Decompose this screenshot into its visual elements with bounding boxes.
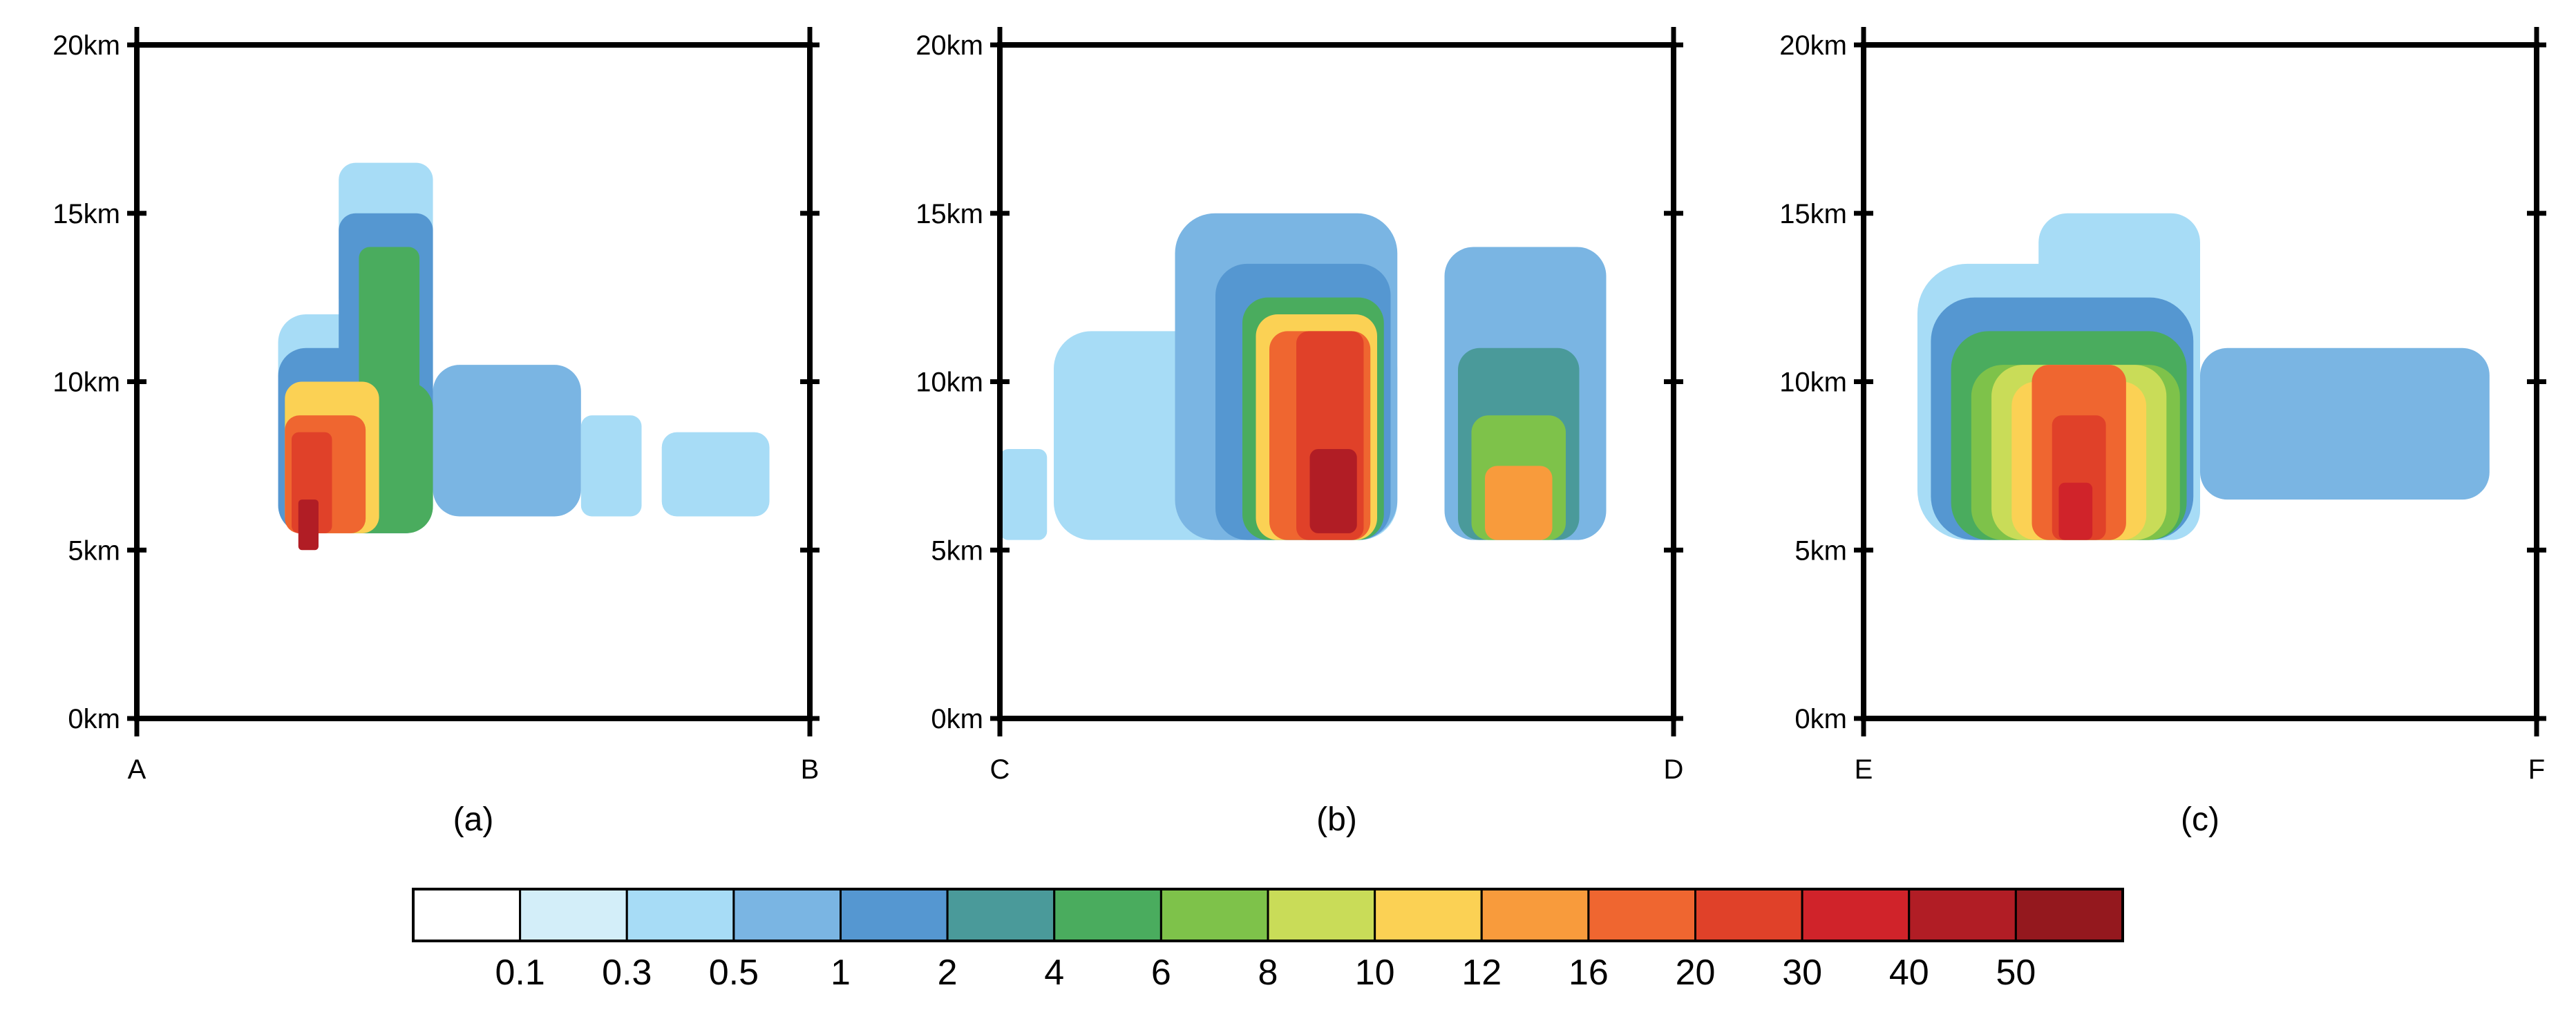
y-tick-label: 0km (1794, 704, 1847, 734)
panel-a: 0km 5km 10km 15km 20km A B (a) (53, 27, 820, 838)
x-endpoint-end: D (1664, 754, 1684, 785)
y-tick-label: 20km (916, 30, 983, 61)
colorbar-label: 20 (1676, 953, 1716, 993)
colorbar-box (1159, 888, 1269, 942)
colorbar-box (1801, 888, 1911, 942)
colorbar-box (946, 888, 1056, 942)
colorbar-box (2014, 888, 2124, 942)
colorbar-box (1053, 888, 1162, 942)
heatmap-cell (1485, 466, 1553, 540)
x-endpoint-start: C (990, 754, 1010, 785)
colorbar-box (1587, 888, 1696, 942)
heatmap-cell (2200, 347, 2490, 500)
colorbar-label: 10 (1355, 953, 1395, 993)
colorbar-box (1908, 888, 2017, 942)
x-endpoint-end: F (2528, 754, 2545, 785)
colorbar-label: 0.3 (602, 953, 652, 993)
colorbar-label: 1 (831, 953, 851, 993)
panel-b: 0km 5km 10km 15km 20km C D (b) (916, 27, 1683, 838)
colorbar-box (840, 888, 949, 942)
y-tick-label: 5km (1794, 535, 1847, 566)
panel-caption: (c) (2181, 801, 2219, 838)
colorbar-label: 40 (1889, 953, 1929, 993)
colorbar-label: 4 (1044, 953, 1064, 993)
colorbar-frame (412, 888, 2124, 942)
colorbar-box (732, 888, 842, 942)
heatmap-cell (661, 432, 770, 517)
colorbar-label: 2 (938, 953, 958, 993)
colorbar-box (1480, 888, 1590, 942)
x-endpoint-end: B (801, 754, 820, 785)
colorbar-label: 50 (1996, 953, 2036, 993)
panels: 0km 5km 10km 15km 20km A B (a) 0km 5km 10km 15km 20k… (53, 27, 2546, 838)
heatmap-cell (2058, 482, 2093, 540)
heatmap-cell (580, 415, 642, 517)
y-tick-label: 20km (1779, 30, 1847, 61)
colorbar-label: 12 (1461, 953, 1502, 993)
y-tick-label: 20km (53, 30, 120, 61)
colorbar-box (1267, 888, 1376, 942)
colorbar-label: 16 (1569, 953, 1609, 993)
heatmap-cell (298, 499, 319, 551)
colorbar-box (625, 888, 735, 942)
colorbar-box (1694, 888, 1803, 942)
y-tick-label: 5km (68, 535, 120, 566)
colorbar-box (519, 888, 628, 942)
heatmap-cell (1000, 449, 1048, 540)
colorbar-label: 0.5 (709, 953, 759, 993)
colorbar-label: 0.1 (495, 953, 544, 993)
heatmap-field (278, 162, 770, 551)
panel-caption: (a) (453, 801, 494, 838)
panel-caption: (b) (1316, 801, 1357, 838)
heatmap-field (1000, 213, 1607, 540)
heatmap-cell (1309, 449, 1357, 533)
y-tick-label: 10km (53, 368, 120, 398)
colorbar-label: 6 (1151, 953, 1171, 993)
colorbar-label: 30 (1782, 953, 1822, 993)
colorbar: 0.1 0.3 0.5 1 2 4 6 8 10 12 16 20 30 40 50 (412, 888, 2124, 993)
y-tick-label: 0km (931, 704, 983, 734)
heatmap-field (1917, 213, 2490, 540)
colorbar-box (1374, 888, 1483, 942)
y-tick-label: 15km (916, 199, 983, 229)
colorbar-box (412, 888, 522, 942)
heatmap-cell (433, 365, 581, 517)
y-tick-label: 5km (931, 535, 983, 566)
panel-c: 0km 5km 10km 15km 20km E F (c) (1779, 27, 2546, 838)
y-tick-label: 10km (1779, 368, 1847, 398)
y-tick-label: 10km (916, 368, 983, 398)
x-endpoint-start: A (128, 754, 146, 785)
y-tick-label: 0km (68, 704, 120, 734)
y-tick-label: 15km (53, 199, 120, 229)
y-tick-label: 15km (1779, 199, 1847, 229)
x-endpoint-start: E (1855, 754, 1873, 785)
colorbar-label: 8 (1258, 953, 1278, 993)
